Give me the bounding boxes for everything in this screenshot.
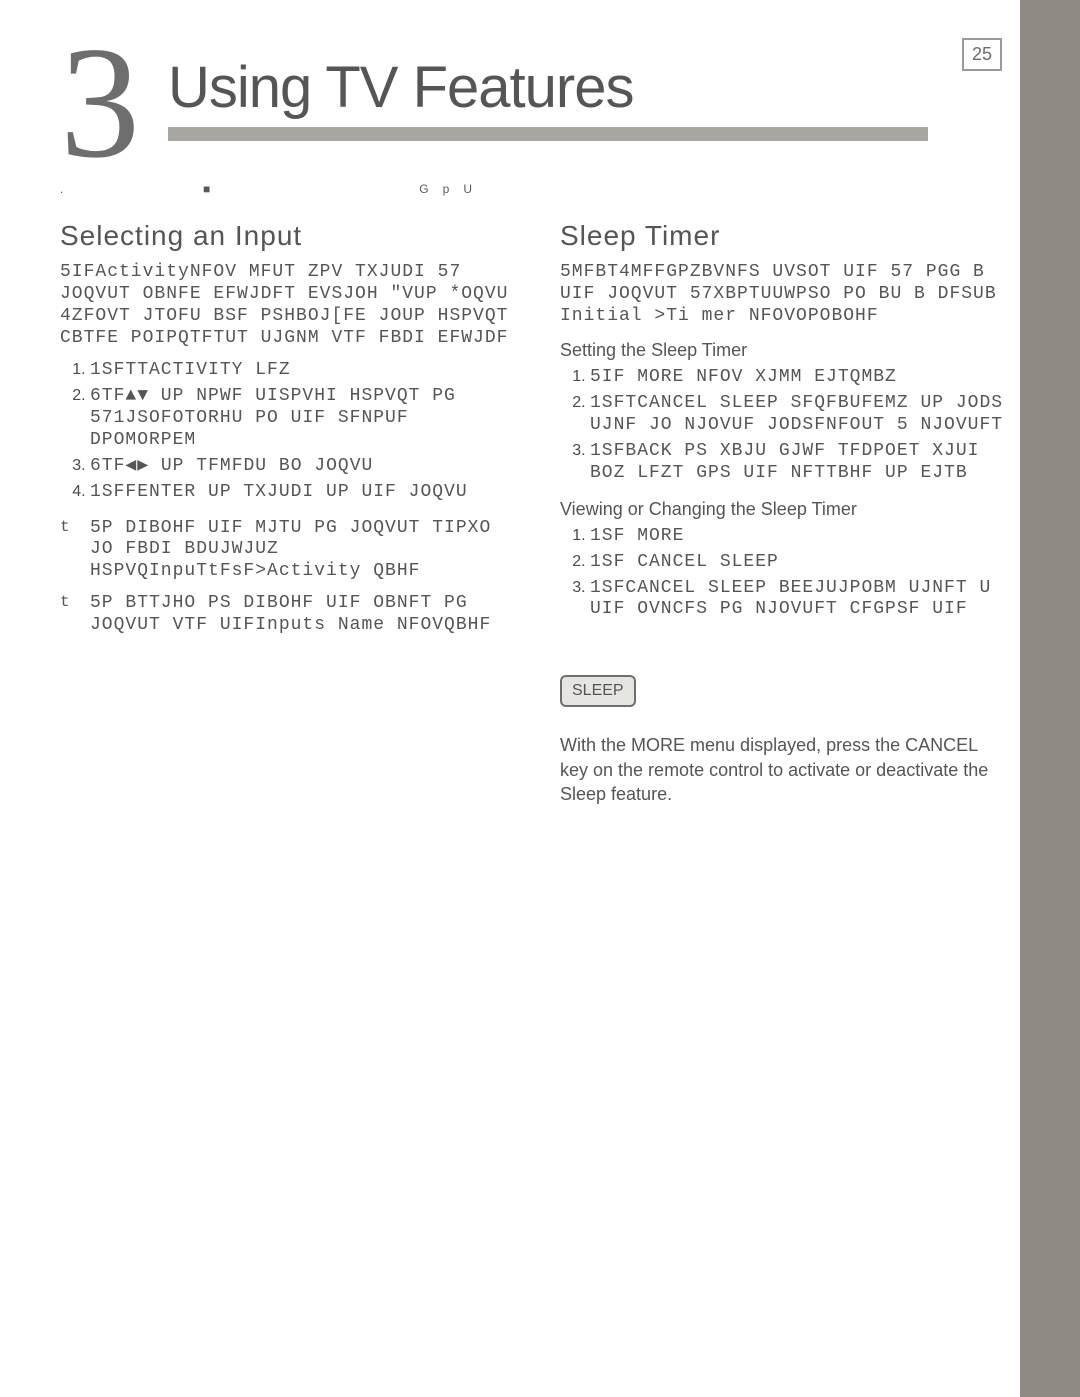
sleep-timer-intro: 5MFBT4MFFGPZBVNFS UVSOT UIF 57 PGG B UIF… — [560, 262, 1020, 328]
step-text: 5IF MORE NFOV XJMM EJTQMBZ — [590, 367, 897, 387]
left-column: Selecting an Input 5IFActivityNFOV MFUT … — [60, 216, 520, 824]
step-text: 1SF MORE — [590, 526, 684, 546]
list-item: 5IF MORE NFOV XJMM EJTQMBZ — [590, 367, 1020, 389]
section-title-sleep-timer: Sleep Timer — [560, 220, 1020, 252]
section-title-selecting-input: Selecting an Input — [60, 220, 520, 252]
page: 25 3 Using TV Features . ■ G p U Selecti… — [0, 0, 1080, 1397]
selecting-input-bullets: 5P DIBOHF UIF MJTU PG JOQVUT TIPXO JO FB… — [60, 518, 520, 638]
setting-sleep-steps: 5IF MORE NFOV XJMM EJTQMBZ 1SFTCANCEL SL… — [560, 367, 1020, 485]
step-text: 1SFBACK PS XBJU GJWF TFDPOET XJUI BOZ LF… — [590, 441, 979, 483]
sleep-chip: SLEEP — [560, 675, 636, 707]
step-text: 1SFTTACTIVITY LFZ — [90, 360, 291, 380]
list-item: 1SF CANCEL SLEEP — [590, 552, 1020, 574]
step-text: 1SFFENTER UP TXJUDI UP UIF JOQVU — [90, 482, 468, 502]
list-item: 1SFBACK PS XBJU GJWF TFDPOET XJUI BOZ LF… — [590, 441, 1020, 485]
list-item: 1SFFENTER UP TXJUDI UP UIF JOQVU — [90, 482, 520, 504]
sleep-note: With the MORE menu displayed, press the … — [560, 733, 1000, 806]
chapter-title: Using TV Features — [168, 54, 928, 121]
list-item: 1SFTTACTIVITY LFZ — [90, 360, 520, 382]
step-text: 6TF◀▶ UP TFMFDU BO JOQVU — [90, 456, 373, 476]
chapter-title-block: Using TV Features — [168, 40, 928, 141]
viewing-sleep-steps: 1SF MORE 1SF CANCEL SLEEP 1SFCANCEL SLEE… — [560, 526, 1020, 622]
list-item: 5P BTTJHO PS DIBOHF UIF OBNFT PG JOQVUT … — [60, 593, 520, 637]
selecting-input-intro: 5IFActivityNFOV MFUT ZPV TXJUDI 57 JOQVU… — [60, 262, 520, 350]
page-number: 25 — [972, 44, 992, 64]
subhead-viewing-sleep: Viewing or Changing the Sleep Timer — [560, 499, 1020, 520]
bullet-text: 5P BTTJHO PS DIBOHF UIF OBNFT PG JOQVUT … — [90, 593, 491, 635]
page-number-box: 25 — [962, 38, 1002, 71]
step-text: 1SF CANCEL SLEEP — [590, 552, 779, 572]
bullet-text: 5P DIBOHF UIF MJTU PG JOQVUT TIPXO JO FB… — [90, 518, 491, 582]
list-item: 1SFTCANCEL SLEEP SFQFBUFEMZ UP JODS UJNF… — [590, 393, 1020, 437]
step-text: 1SFCANCEL SLEEP BEEJUJPOBM UJNFT U UIF O… — [590, 578, 991, 620]
chapter-header: 3 Using TV Features — [60, 40, 1080, 170]
list-item: 1SFCANCEL SLEEP BEEJUJPOBM UJNFT U UIF O… — [590, 578, 1020, 622]
step-text: 6TF▲▼ UP NPWF UISPVHI HSPVQT PG 571JSOFO… — [90, 386, 456, 450]
list-item: 1SF MORE — [590, 526, 1020, 548]
list-item: 6TF▲▼ UP NPWF UISPVHI HSPVQT PG 571JSOFO… — [90, 386, 520, 452]
selecting-input-steps: 1SFTTACTIVITY LFZ 6TF▲▼ UP NPWF UISPVHI … — [60, 360, 520, 504]
subhead-setting-sleep: Setting the Sleep Timer — [560, 340, 1020, 361]
step-text: 1SFTCANCEL SLEEP SFQFBUFEMZ UP JODS UJNF… — [590, 393, 1003, 435]
two-column-layout: Selecting an Input 5IFActivityNFOV MFUT … — [60, 216, 1020, 824]
artifact-row: . ■ G p U — [60, 182, 1080, 196]
right-column: Sleep Timer 5MFBT4MFFGPZBVNFS UVSOT UIF … — [560, 216, 1020, 824]
list-item: 6TF◀▶ UP TFMFDU BO JOQVU — [90, 456, 520, 478]
chapter-number: 3 — [60, 34, 140, 170]
list-item: 5P DIBOHF UIF MJTU PG JOQVUT TIPXO JO FB… — [60, 518, 520, 584]
thumb-index-bar — [1020, 0, 1080, 1397]
chapter-rule — [168, 127, 928, 141]
sleep-chip-wrap: SLEEP — [560, 635, 1020, 715]
